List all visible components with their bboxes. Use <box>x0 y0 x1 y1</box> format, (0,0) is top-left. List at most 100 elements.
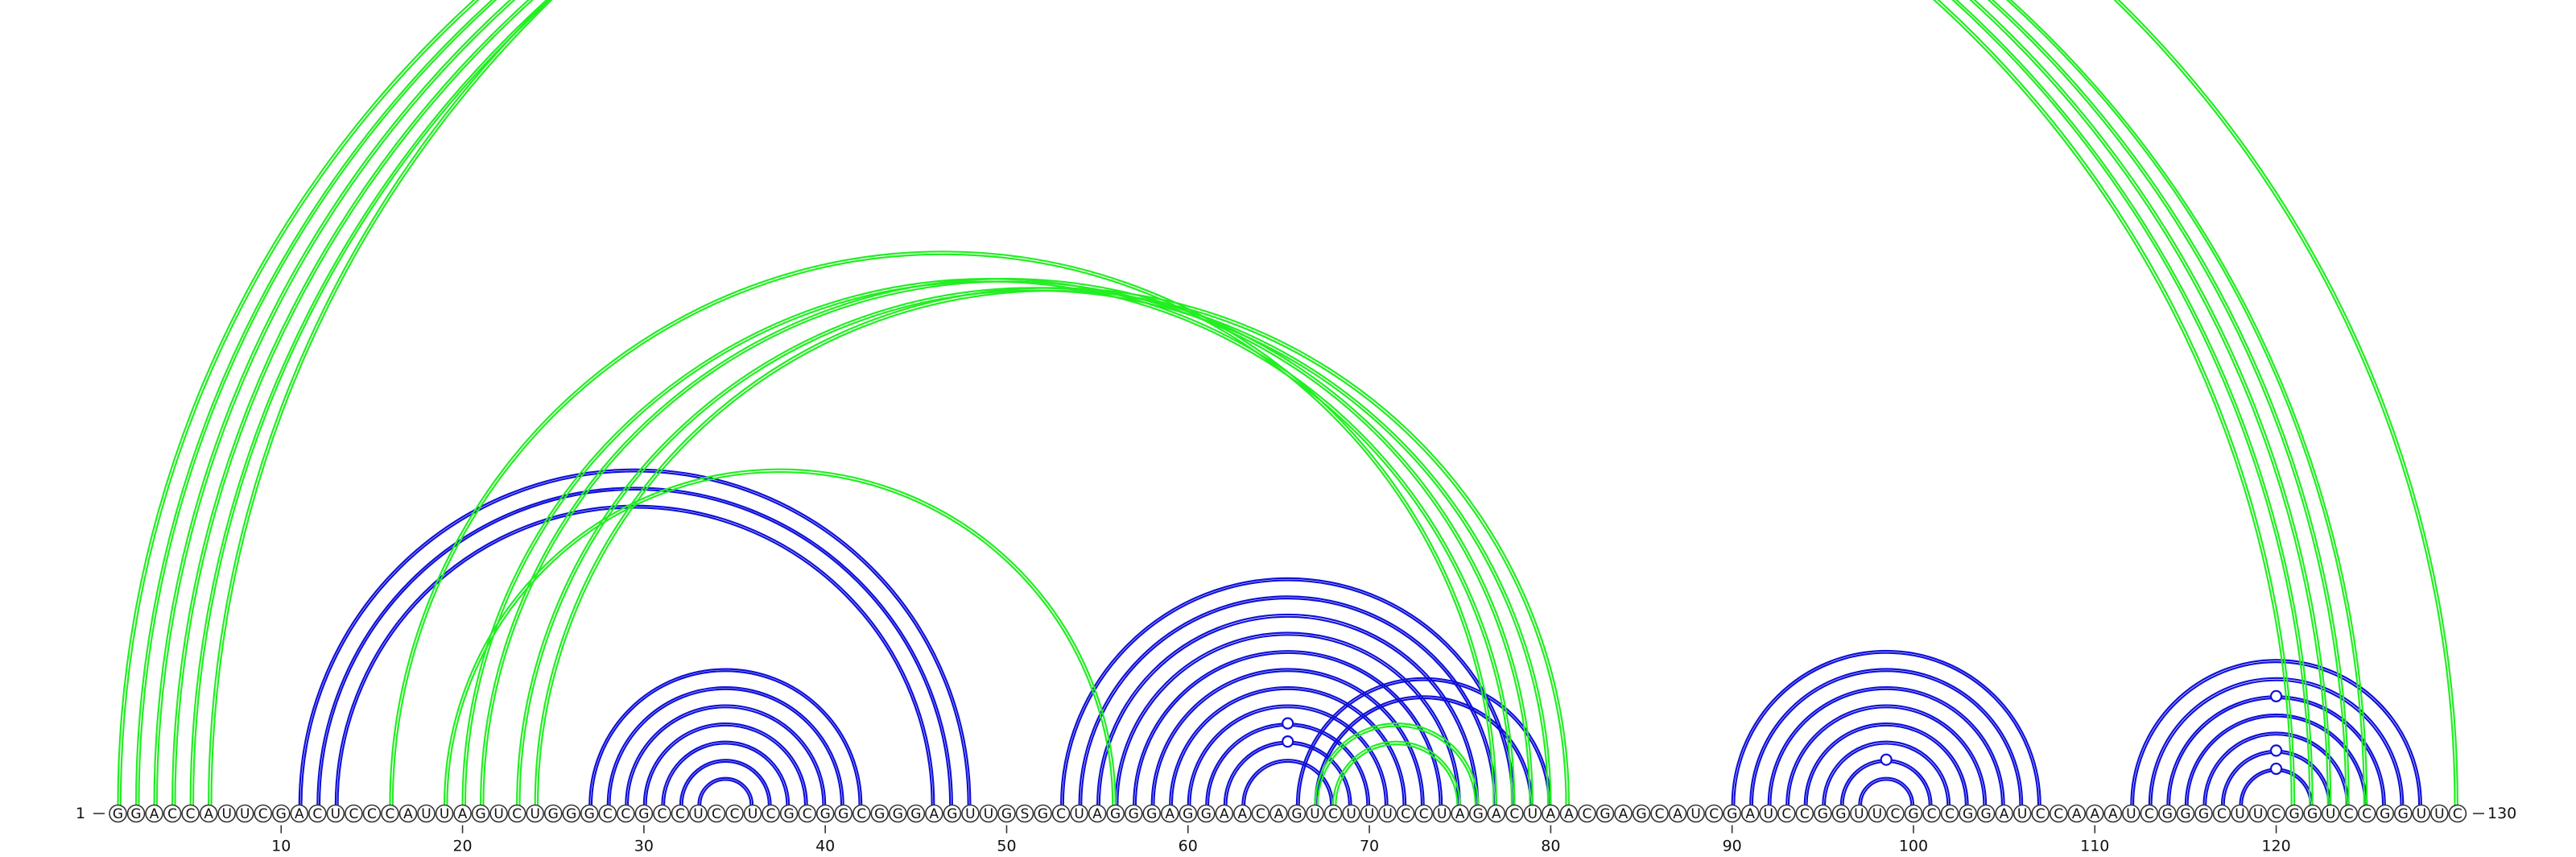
blue-pair-arc <box>1187 704 1389 805</box>
nucleotide-circle <box>725 804 744 823</box>
blue-pair-arc <box>1098 615 1477 805</box>
nucleotide-letter: G <box>2289 806 2300 822</box>
nucleotide-circle <box>834 804 852 823</box>
blue-pair-arc <box>1767 685 2005 805</box>
arc-apex-marker <box>2269 744 2283 757</box>
nucleotide-circle <box>1650 804 1669 823</box>
nucleotide-circle <box>308 804 327 823</box>
blue-pair-arc <box>609 688 843 805</box>
nucleotide-letter: G <box>784 806 795 822</box>
nucleotide-letter: U <box>1764 806 1773 822</box>
nucleotide-letter: G <box>2380 806 2390 822</box>
nucleotide-letter: C <box>1927 806 1937 822</box>
blue-pair-arc <box>334 504 935 805</box>
nucleotide-circle <box>707 804 726 823</box>
blue-pair-arc <box>663 743 788 805</box>
nucleotide-letter: A <box>403 806 413 822</box>
blue-pair-arc <box>1839 759 1933 805</box>
blue-pair-arc <box>2132 660 2421 805</box>
green-pair-arc <box>1314 722 1480 805</box>
nucleotide-circle <box>1106 804 1125 823</box>
nucleotide-letter: G <box>893 806 903 822</box>
nucleotide-circle <box>1088 804 1107 823</box>
green-pair-arc <box>210 0 2456 805</box>
nucleotide-circle <box>1740 804 1760 823</box>
nucleotide-circle <box>1505 804 1524 823</box>
nucleotide-circle <box>2321 804 2340 823</box>
green-pair-arc <box>464 280 1513 805</box>
nucleotide-circle <box>1160 804 1179 823</box>
nucleotide-letter: U <box>2017 806 2027 822</box>
nucleotide-circle <box>453 804 472 823</box>
blue-pair-arc <box>1749 668 2024 805</box>
nucleotide-letter: C <box>2054 806 2063 822</box>
nucleotide-circle <box>1142 804 1162 823</box>
nucleotide-circle <box>870 804 890 823</box>
nucleotide-circle <box>1378 804 1397 823</box>
nucleotide-circle <box>906 804 926 823</box>
nucleotide-letter: A <box>1455 806 1465 822</box>
nucleotide-letter: C <box>2217 806 2227 822</box>
nucleotide-letter: A <box>458 806 468 822</box>
blue-pair-arc <box>1189 706 1386 805</box>
blue-pair-arc <box>2186 715 2366 805</box>
nucleotide-circle <box>1034 804 1052 823</box>
nucleotide-circle <box>580 804 599 823</box>
blue-pair-arc <box>336 507 933 805</box>
blue-pair-arc <box>1751 670 2021 805</box>
nucleotide-letter: A <box>2108 806 2118 822</box>
nucleotide-circle <box>235 804 254 823</box>
nucleotide-letter: G <box>1473 806 1484 822</box>
nucleotide-letter: C <box>1945 806 1955 822</box>
nucleotide-letter: C <box>1401 806 1410 822</box>
nucleotide-circle <box>2303 804 2322 823</box>
nucleotide-circle <box>979 804 998 823</box>
nucleotide-letter: U <box>1382 806 1392 822</box>
nucleotide-circle <box>1197 804 1216 823</box>
position-tick-label: 50 <box>997 838 1016 855</box>
nucleotide-circle <box>634 804 654 823</box>
green-pair-arc <box>480 278 1534 805</box>
nucleotide-letter: A <box>1165 806 1174 822</box>
nucleotide-circle <box>2049 804 2068 823</box>
blue-pair-arc <box>1133 649 1443 805</box>
nucleotide-letter: G <box>2398 806 2409 822</box>
nucleotide-circle <box>109 804 127 823</box>
green-pair-arc <box>516 287 1552 805</box>
nucleotide-circle <box>2357 804 2376 823</box>
nucleotide-letter: U <box>493 806 503 822</box>
nucleotide-letter: U <box>1074 806 1084 822</box>
nucleotide-circle <box>1070 804 1088 823</box>
nucleotide-circle <box>507 804 526 823</box>
nucleotide-letter: C <box>2362 806 2372 822</box>
nucleotide-circle <box>1051 804 1071 823</box>
blue-pair-arc <box>318 488 952 805</box>
nucleotide-letter: A <box>2072 806 2082 822</box>
arc-apex-marker <box>1282 735 1294 748</box>
nucleotide-letter: C <box>603 806 613 822</box>
nucleotide-letter: G <box>113 806 123 822</box>
nucleotide-circle <box>2067 804 2087 823</box>
arc-apex-marker <box>1880 753 1893 766</box>
nucleotide-letter: G <box>1183 806 1193 822</box>
blue-pair-arc <box>1858 776 1915 805</box>
nucleotide-circle <box>562 804 581 823</box>
nucleotide-circle <box>145 804 163 823</box>
nucleotide-letter: C <box>766 806 776 822</box>
green-pair-arc <box>119 0 2293 805</box>
nucleotide-circle <box>2285 804 2304 823</box>
nucleotide-letter: C <box>1582 806 1591 822</box>
nucleotide-letter: C <box>675 806 685 822</box>
nucleotide-circle <box>1723 804 1741 823</box>
nucleotide-letter: A <box>2000 806 2009 822</box>
nucleotide-circle <box>1523 804 1542 823</box>
nucleotide-circle <box>2158 804 2177 823</box>
blue-pair-arc <box>626 706 824 805</box>
nucleotide-letter: U <box>1310 806 1319 822</box>
blue-pair-arc <box>1170 688 1405 805</box>
nucleotide-letter: G <box>638 806 649 822</box>
nucleotide-circle <box>815 804 835 823</box>
nucleotide-circle <box>1614 804 1633 823</box>
nucleotide-circle <box>598 804 617 823</box>
blue-pair-arc <box>642 722 808 805</box>
